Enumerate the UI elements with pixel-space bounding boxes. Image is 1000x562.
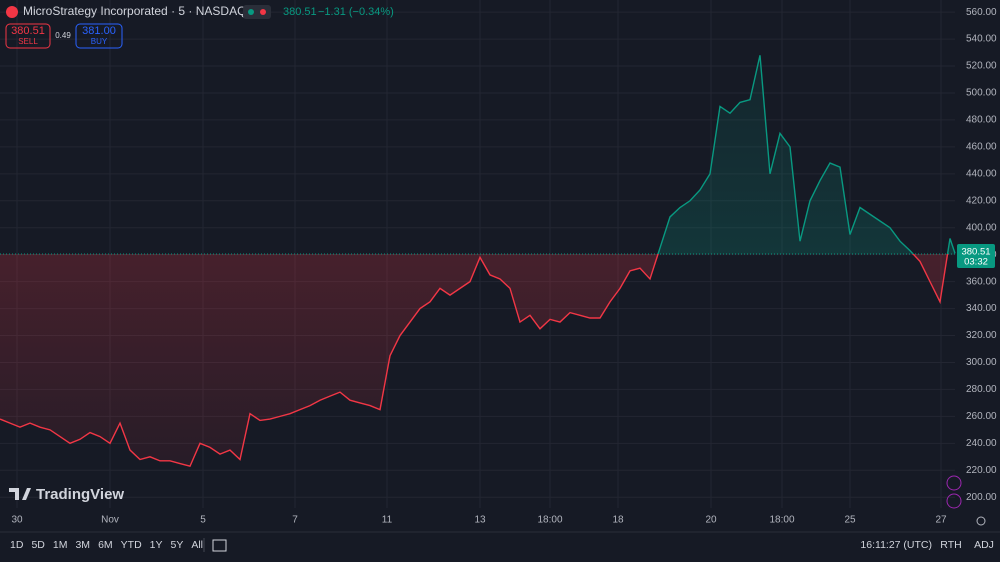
sell-label: SELL <box>18 37 38 46</box>
x-tick-label: 18 <box>612 515 624 526</box>
y-tick-label: 340.00 <box>966 303 997 314</box>
countdown-label: 03:32 <box>964 257 988 268</box>
y-tick-label: 480.00 <box>966 115 997 126</box>
x-tick-label: 25 <box>844 515 856 526</box>
x-tick-label: 13 <box>474 515 486 526</box>
date-range-button[interactable] <box>212 539 227 552</box>
y-tick-label: 220.00 <box>966 465 997 476</box>
logo-text: TradingView <box>36 486 124 503</box>
x-tick-label: 11 <box>382 515 393 526</box>
header-price: 380.51 <box>283 6 317 18</box>
range-button[interactable]: 1D <box>10 539 24 551</box>
buy-button[interactable] <box>75 23 123 49</box>
range-button[interactable]: YTD <box>121 539 142 551</box>
last-price-label: 380.51 <box>961 247 990 258</box>
y-tick-label: 280.00 <box>966 384 997 395</box>
x-tick-label: 18:00 <box>537 515 562 526</box>
status-badge <box>243 5 271 19</box>
last-price-tag <box>957 243 995 268</box>
y-tick-label: 300.00 <box>966 357 997 368</box>
y-tick-label: 540.00 <box>966 34 997 45</box>
price-area <box>0 55 955 467</box>
x-tick-label: 30 <box>11 515 23 526</box>
status-dot <box>260 9 266 15</box>
rth-toggle[interactable]: RTH <box>940 539 961 551</box>
header-change: −1.31 (−0.34%) <box>318 6 394 18</box>
symbol-title: MicroStrategy Incorporated · 5 · NASDAQ <box>23 4 246 18</box>
adj-toggle[interactable]: ADJ <box>974 539 994 551</box>
buy-label: BUY <box>91 37 108 46</box>
y-tick-label: 440.00 <box>966 168 997 179</box>
logo-mark <box>9 488 31 500</box>
y-tick-label: 520.00 <box>966 61 997 72</box>
symbol-icon <box>6 6 18 18</box>
x-tick-label: 5 <box>200 515 206 526</box>
y-tick-label: 560.00 <box>966 7 997 18</box>
spread: 0.49 <box>55 31 71 40</box>
range-button[interactable]: 5Y <box>171 539 184 551</box>
sell-price: 380.51 <box>11 25 45 37</box>
y-tick-label: 500.00 <box>966 88 997 99</box>
range-button[interactable]: 1Y <box>150 539 163 551</box>
range-button[interactable]: 3M <box>75 539 90 551</box>
settings-button[interactable] <box>976 516 986 526</box>
range-button[interactable]: 1M <box>53 539 68 551</box>
y-tick-label: 260.00 <box>966 411 997 422</box>
y-tick-label: 320.00 <box>966 330 997 341</box>
y-tick-label: 400.00 <box>966 222 997 233</box>
x-tick-label: 27 <box>935 515 947 526</box>
y-tick-label: 420.00 <box>966 195 997 206</box>
buy-price: 381.00 <box>82 25 116 37</box>
clock: 16:11:27 (UTC) <box>860 539 932 551</box>
sell-button[interactable] <box>5 23 51 49</box>
range-button[interactable]: 5D <box>31 539 45 551</box>
x-tick-label: 7 <box>292 515 298 526</box>
y-tick-label: 460.00 <box>966 142 997 153</box>
range-button[interactable]: All <box>191 539 203 551</box>
add-button[interactable] <box>946 475 962 491</box>
range-button[interactable]: 6M <box>98 539 113 551</box>
x-tick-label: Nov <box>101 515 119 526</box>
y-tick-label: 200.00 <box>966 492 997 503</box>
y-tick-label: 360.00 <box>966 276 997 287</box>
y-tick-label: 240.00 <box>966 438 997 449</box>
x-tick-label: 18:00 <box>769 515 794 526</box>
alert-button[interactable] <box>946 493 962 509</box>
status-dot <box>248 9 254 15</box>
x-tick-label: 20 <box>705 515 717 526</box>
price-line <box>0 55 956 468</box>
